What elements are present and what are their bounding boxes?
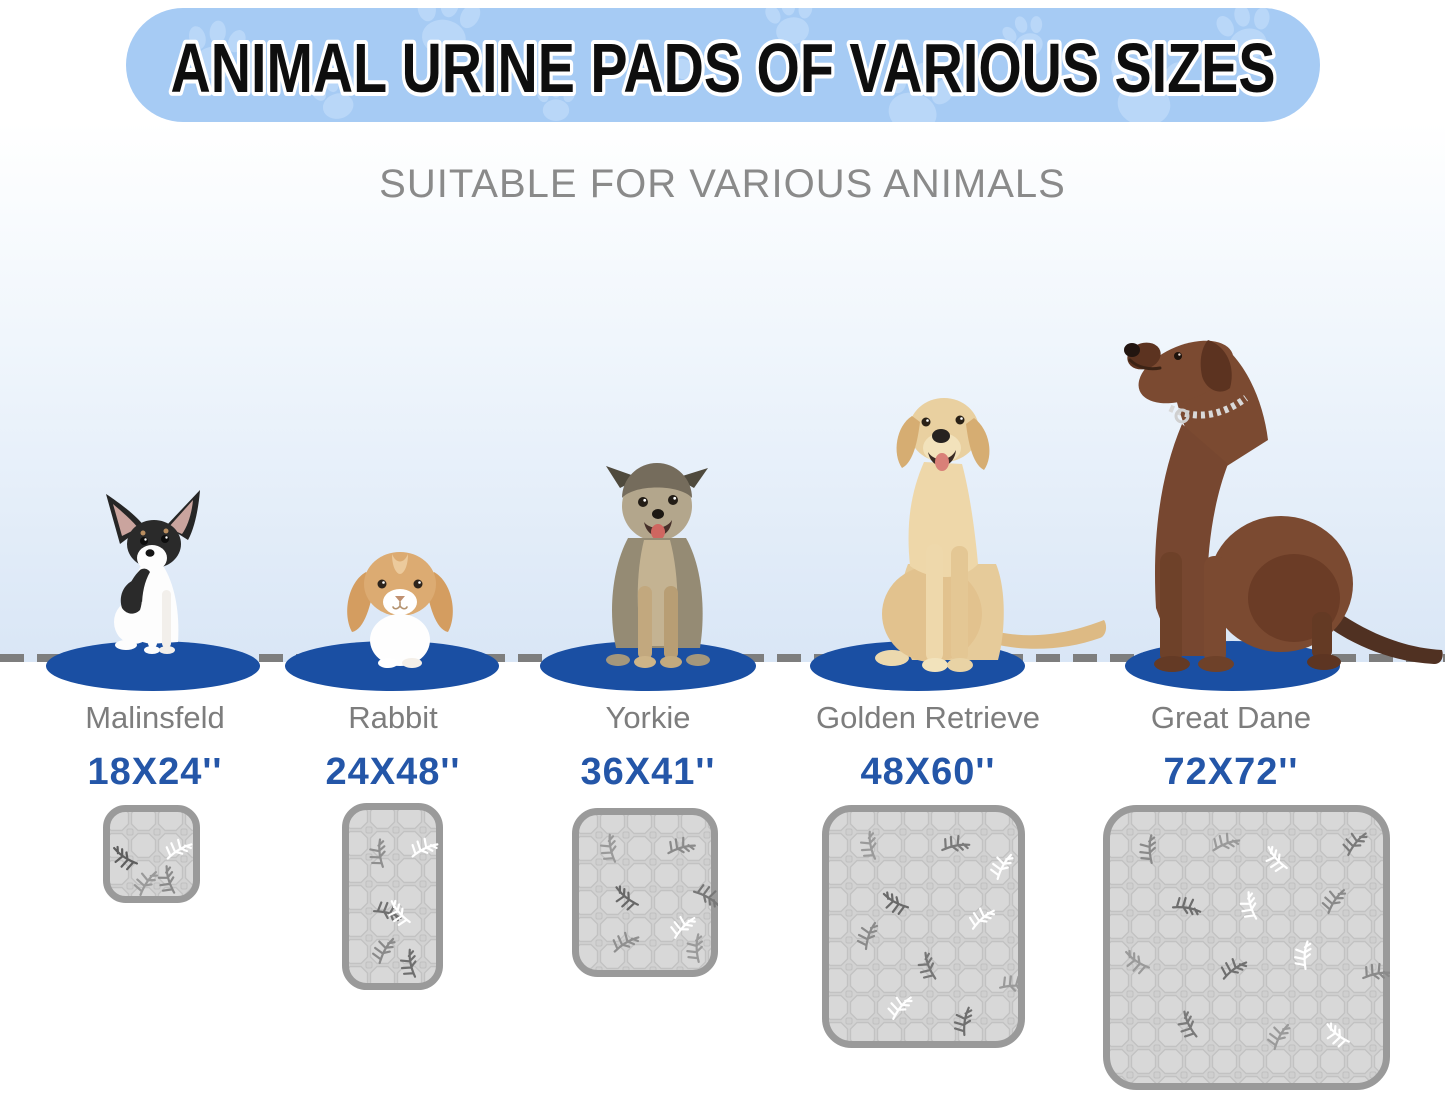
- golden-retriever-dog-photo: [875, 398, 1107, 672]
- page-title: ANIMAL URINE PADS OF VARIOUS SIZES: [171, 29, 1276, 107]
- pad-preview-36x41: [572, 808, 718, 977]
- chihuahua-dog-photo: [106, 490, 200, 654]
- pad-size-label: 18X24'': [87, 751, 223, 793]
- pad-size-label: 36X41'': [580, 751, 716, 793]
- subtitle: SUITABLE FOR VARIOUS ANIMALS: [379, 162, 1066, 206]
- animal-name-label: Rabbit: [348, 700, 438, 735]
- lop-rabbit-photo: [347, 552, 453, 668]
- pad-size-label: 48X60'': [860, 751, 996, 793]
- animal-name-label: Golden Retrieve: [815, 700, 1040, 735]
- animal-name-label: Malinsfeld: [85, 700, 225, 735]
- paw-print-background: ANIMAL URINE PADS OF VARIOUS SIZES: [167, 8, 1281, 122]
- pad-preview-18x24: [103, 805, 200, 903]
- animal-name-label: Yorkie: [605, 700, 691, 735]
- title-banner: ANIMAL URINE PADS OF VARIOUS SIZES: [126, 8, 1320, 122]
- pad-size-label: 72X72'': [1163, 751, 1299, 793]
- great-dane-dog-photo: [1124, 340, 1443, 672]
- pad-size-label: 24X48'': [325, 751, 461, 793]
- pad-preview-24x48: [342, 803, 443, 990]
- animal-name-label: Great Dane: [1150, 700, 1312, 735]
- yorkie-dog-photo: [606, 463, 710, 668]
- pad-preview-48x60: [822, 805, 1025, 1048]
- pad-preview-72x72: [1103, 805, 1390, 1090]
